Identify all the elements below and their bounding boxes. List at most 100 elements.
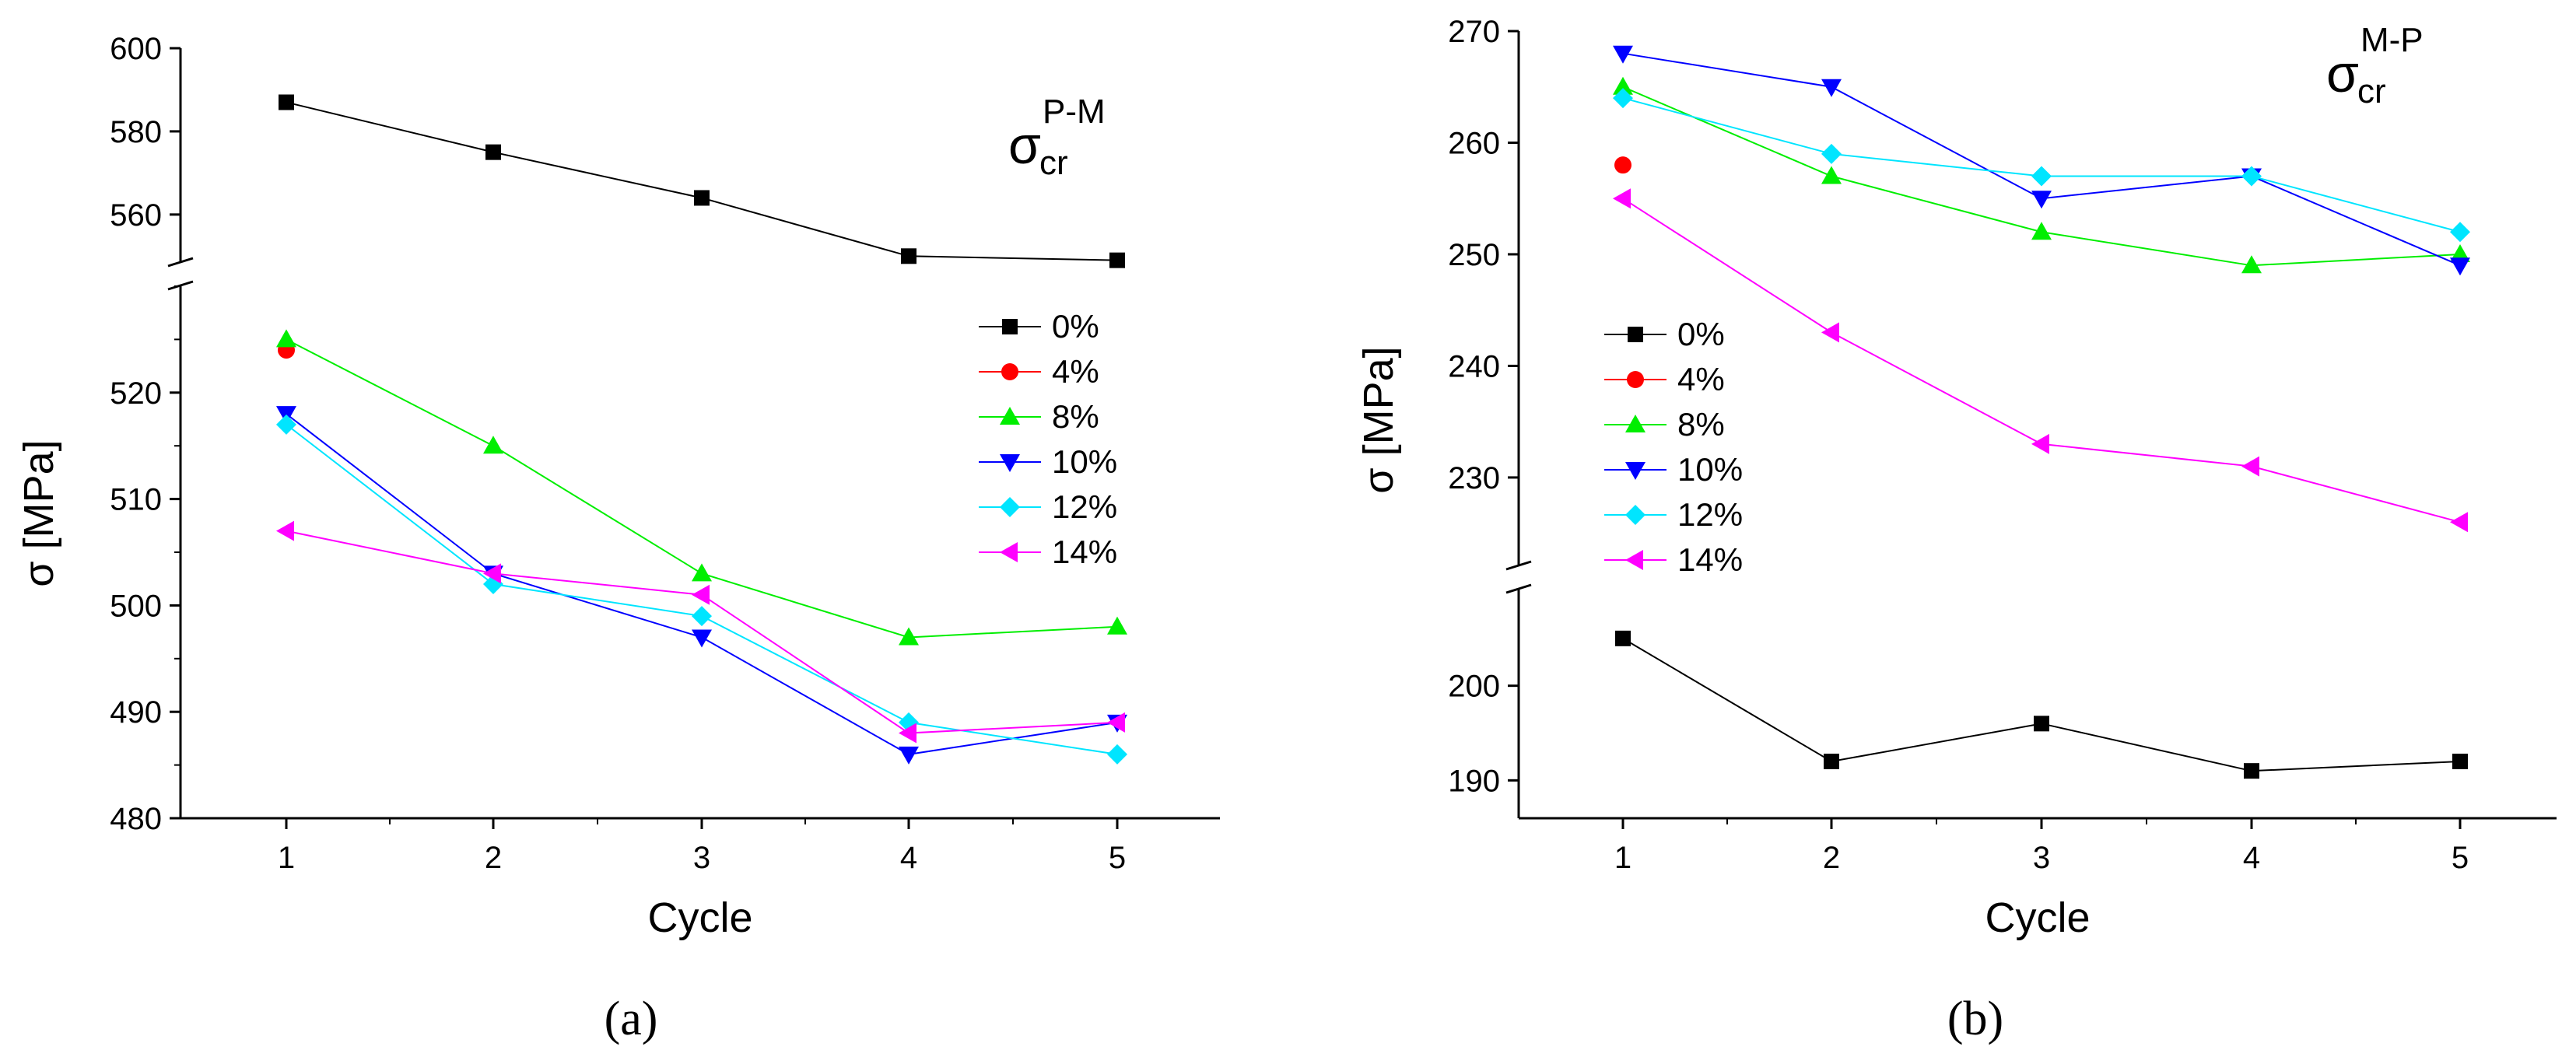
data-point-10pct <box>1613 45 1633 64</box>
data-point-14pct <box>2241 456 2259 477</box>
axis-break-mark <box>1505 583 1532 594</box>
sigma-annotation: σ <box>1008 116 1041 175</box>
data-point-8pct <box>276 329 296 348</box>
data-point-10pct <box>2031 191 2052 209</box>
legend-label: 12% <box>1677 496 1743 533</box>
data-point-14pct <box>899 723 916 744</box>
series-line-14pct <box>1622 198 2461 523</box>
data-point-14pct <box>2031 433 2049 454</box>
x-tick-label: 4 <box>900 841 917 875</box>
sigma-symbol: σ <box>1008 116 1041 175</box>
x-tick-label: 1 <box>1614 841 1631 875</box>
sigma-subscript: cr <box>2357 72 2386 110</box>
data-point-10pct <box>899 746 919 765</box>
legend-label: 10% <box>1052 443 1117 480</box>
x-tick-label: 2 <box>485 841 502 875</box>
data-point-8pct <box>899 627 919 646</box>
data-point-0pct <box>694 190 710 206</box>
data-point-14pct <box>692 584 710 605</box>
y-tick-label: 490 <box>110 695 162 730</box>
legend-swatch-marker <box>1625 550 1643 570</box>
y-axis-label: σ [MPa] <box>16 439 62 586</box>
x-tick-label: 5 <box>2452 841 2469 875</box>
data-point-0pct <box>2452 754 2468 769</box>
legend-swatch-marker <box>1000 542 1018 562</box>
y-tick-label: 270 <box>1448 15 1500 49</box>
legend-swatch-marker <box>1625 505 1645 525</box>
y-tick-label: 190 <box>1448 764 1500 798</box>
data-point-12pct <box>2241 166 2262 187</box>
data-point-0pct <box>279 94 294 110</box>
series-line-0pct <box>1622 637 2461 772</box>
data-point-0pct <box>901 248 916 264</box>
x-axis-label: Cycle <box>1985 894 2090 941</box>
panel-label-a: (a) <box>605 992 658 1045</box>
axis-break-mark <box>1505 560 1532 571</box>
legend-label: 0% <box>1052 308 1099 345</box>
data-point-12pct <box>2031 166 2052 187</box>
x-tick-label: 3 <box>2033 841 2050 875</box>
legend-label: 0% <box>1677 316 1725 352</box>
legend-label: 14% <box>1052 534 1117 570</box>
series-line-0pct <box>286 101 1118 261</box>
sigma-superscript: P-M <box>1043 93 1106 131</box>
sigma-superscript: M-P <box>2360 21 2424 59</box>
data-point-4pct <box>1614 156 1631 174</box>
y-tick-label: 600 <box>110 32 162 66</box>
data-point-14pct <box>276 520 294 541</box>
legend-label: 8% <box>1052 398 1099 435</box>
x-tick-label: 2 <box>1823 841 1840 875</box>
data-point-0pct <box>1824 754 1839 769</box>
x-tick-label: 3 <box>693 841 710 875</box>
legend-swatch-marker <box>1627 371 1644 388</box>
data-point-0pct <box>1109 252 1125 268</box>
x-tick-label: 1 <box>278 841 295 875</box>
legend-swatch-marker <box>1001 363 1018 380</box>
data-point-10pct <box>2450 257 2470 276</box>
y-tick-label: 520 <box>110 376 162 411</box>
x-tick-label: 4 <box>2243 841 2260 875</box>
axis-break-mark <box>167 257 194 268</box>
data-point-0pct <box>1615 630 1631 646</box>
legend-swatch-marker <box>1002 319 1018 334</box>
panel-label-b: (b) <box>1947 992 2003 1045</box>
legend-label: 8% <box>1677 406 1725 443</box>
data-point-8pct <box>692 563 712 582</box>
legend-swatch-marker <box>1000 497 1020 517</box>
y-tick-label: 260 <box>1448 126 1500 160</box>
x-tick-label: 5 <box>1109 841 1126 875</box>
data-point-0pct <box>2034 716 2049 732</box>
data-point-8pct <box>2031 222 2052 240</box>
data-point-14pct <box>483 563 501 584</box>
legend-label: 14% <box>1677 541 1743 578</box>
data-point-12pct <box>692 606 712 627</box>
y-tick-label: 560 <box>110 198 162 233</box>
y-tick-label: 240 <box>1448 349 1500 383</box>
y-tick-label: 250 <box>1448 238 1500 272</box>
data-point-10pct <box>692 629 712 648</box>
y-tick-label: 230 <box>1448 461 1500 495</box>
legend-label: 12% <box>1052 488 1117 525</box>
x-axis-label: Cycle <box>647 894 752 941</box>
data-point-0pct <box>2244 763 2259 779</box>
legend-swatch-marker <box>1625 415 1645 432</box>
chart-panel-b: 230 240 250 260 270 190 200 1 2 3 4 5 Cycle σ [MPa] σM… <box>1355 15 2557 941</box>
data-point-8pct <box>2241 255 2262 274</box>
legend-swatch-marker <box>1628 327 1643 342</box>
legend-label: 4% <box>1052 353 1099 390</box>
y-tick-label: 480 <box>110 802 162 836</box>
data-point-14pct <box>1821 322 1839 343</box>
y-tick-label: 510 <box>110 483 162 517</box>
data-point-8pct <box>1821 166 1842 184</box>
data-point-8pct <box>2450 243 2470 262</box>
data-point-10pct <box>1821 79 1842 97</box>
data-point-12pct <box>1821 143 1842 164</box>
data-point-14pct <box>2450 512 2468 533</box>
series-line-10pct <box>286 413 1118 755</box>
data-point-14pct <box>1613 188 1631 209</box>
y-axis-label: σ [MPa] <box>1355 346 1402 493</box>
data-point-12pct <box>1107 744 1127 765</box>
legend-label: 10% <box>1677 451 1743 488</box>
